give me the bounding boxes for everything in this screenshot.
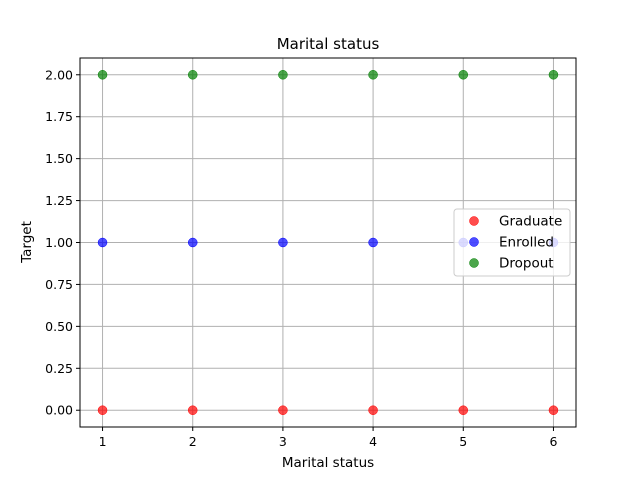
enrolled-point [368,237,378,248]
x-tick-label: 1 [99,434,107,449]
x-tick-label: 2 [189,434,197,449]
dropout-point [97,70,108,80]
y-tick-label: 1.50 [45,151,73,166]
dropout-point [458,70,469,80]
enrolled-point [97,237,108,248]
x-tick-label: 5 [459,434,467,449]
x-tick-label: 3 [279,434,287,449]
data-points [97,70,559,415]
legend-label-graduate: Graduate [499,214,562,230]
legend-frame [453,208,571,277]
legend-label-enrolled: Enrolled [499,235,554,251]
x-tick-label: 4 [369,434,377,449]
grid-lines [80,58,576,427]
legend-marker-graduate [469,216,479,226]
y-tick-label: 0.50 [45,319,73,334]
dropout-point [368,70,378,80]
graduate-point [187,405,198,415]
graduate-point [278,405,288,415]
y-tick-label: 1.75 [45,109,73,124]
x-tick-label: 6 [549,434,557,449]
chart-title: Marital status [277,35,380,53]
dropout-point [278,70,288,80]
graduate-point [458,405,469,415]
legend-label-dropout: Dropout [499,256,554,272]
x-axis-label: Marital status [282,455,374,471]
graduate-point [368,405,378,415]
y-tick-label: 0.25 [45,361,73,376]
y-tick-label: 1.25 [45,193,73,208]
dropout-point [187,70,198,80]
legend: Graduate Enrolled Dropout [453,208,571,277]
graduate-point [97,405,108,415]
y-tick-label: 0.75 [45,277,73,292]
y-tick-label: 2.00 [45,67,73,82]
dropout-point [548,70,559,80]
y-axis-label: Target [19,221,35,264]
legend-marker-dropout [469,258,479,268]
x-axis-ticks: 1 2 3 4 5 6 [99,427,557,449]
enrolled-point [278,237,288,248]
legend-marker-enrolled [469,237,479,247]
y-tick-label: 0.00 [45,403,73,418]
enrolled-point [187,237,198,248]
y-tick-label: 1.00 [45,235,73,250]
graduate-point [548,405,559,415]
y-axis-ticks: 0.00 0.25 0.50 0.75 1.00 1.25 1.50 1.75 2.00 [45,67,80,418]
